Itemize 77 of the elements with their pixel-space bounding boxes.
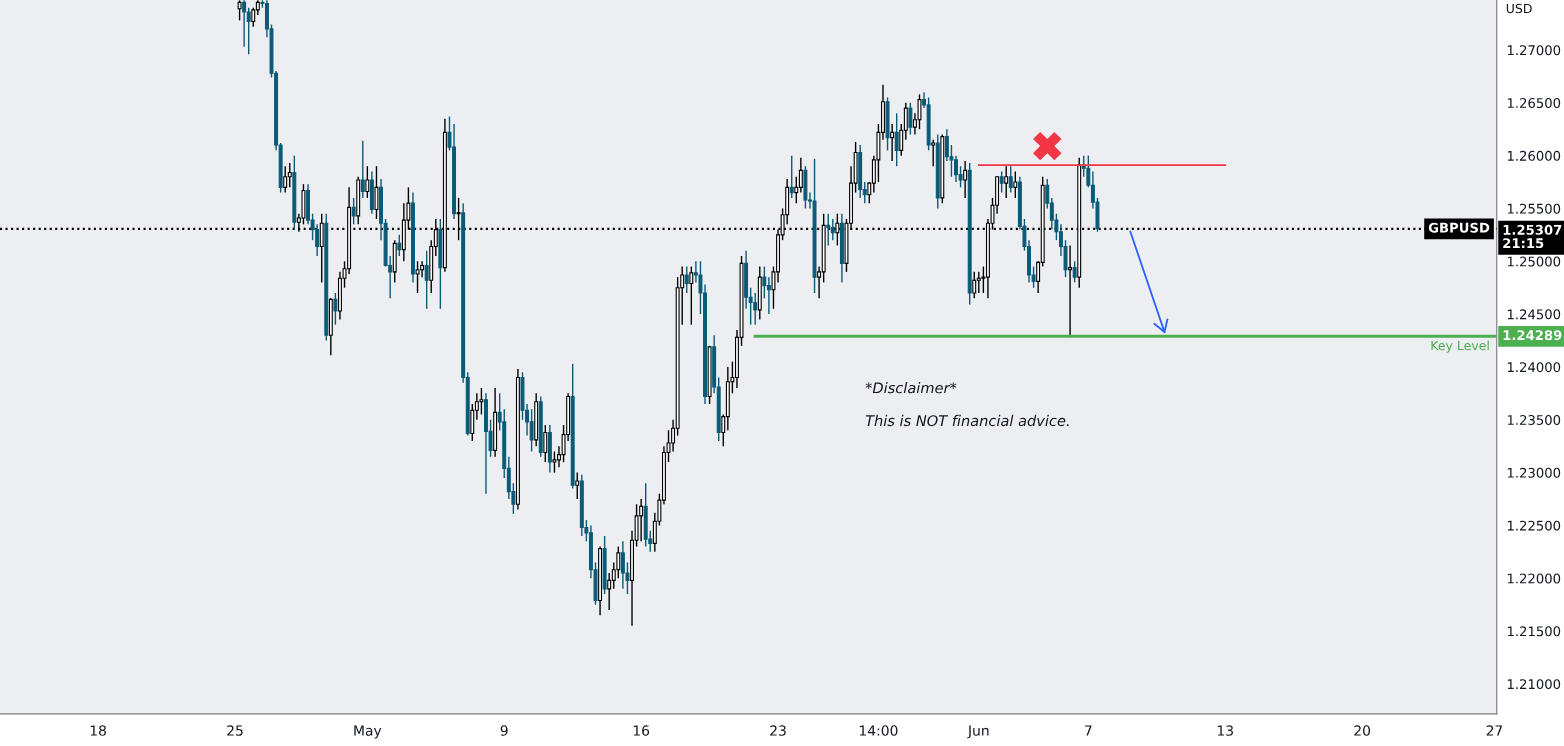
x-tick-label: 20 [1354, 725, 1371, 736]
candlestick [575, 471, 580, 500]
text: 21:15 [1503, 238, 1544, 249]
candlestick [798, 157, 803, 194]
candlestick [931, 139, 936, 167]
candlestick [237, 0, 242, 22]
candlestick [639, 498, 644, 542]
candlestick [1008, 165, 1013, 194]
candlestick [470, 403, 475, 442]
candlestick [908, 102, 913, 136]
candlestick [762, 265, 767, 299]
y-tick-label: 1.26500 [1507, 98, 1561, 108]
candlestick [315, 223, 320, 257]
candlestick [479, 387, 484, 416]
candlestick [826, 213, 831, 247]
x-tick-label: 16 [633, 725, 650, 736]
candlestick [424, 250, 429, 310]
candlestick [689, 265, 694, 326]
candlestick [789, 154, 794, 199]
text: 1.24289 [1503, 330, 1562, 341]
y-tick-label: 1.27000 [1507, 45, 1561, 56]
text: 1.25307 [1503, 224, 1562, 235]
candlestick [365, 165, 370, 199]
candlestick [607, 572, 612, 611]
y-tick-label: 1.26000 [1507, 150, 1561, 161]
candlestick [890, 123, 895, 162]
x-tick-label: 27 [1486, 725, 1503, 736]
candlestick [830, 218, 835, 241]
x-tick-label: 23 [770, 725, 786, 736]
y-axis-title: USD [1506, 3, 1532, 14]
annotation: *Disclaimer* [865, 382, 957, 394]
x-tick-label: 18 [90, 725, 106, 736]
candlestick [976, 271, 981, 294]
candlestick [552, 450, 557, 474]
y-tick-label: 1.23500 [1507, 414, 1561, 425]
candlestick [753, 292, 758, 326]
annotation: This is NOT financial advice. [865, 414, 1069, 427]
candlestick [1072, 260, 1077, 284]
y-tick-label: 1.25500 [1507, 203, 1561, 214]
x-tick-label: 14:00 [859, 725, 898, 736]
candlestick [351, 197, 356, 226]
candlestick [374, 165, 379, 220]
candlestick [287, 162, 292, 189]
candlestick [543, 424, 548, 463]
series-label: Key Level [1431, 340, 1489, 353]
y-tick-label: 1.23000 [1507, 467, 1561, 478]
candlestick [360, 140, 365, 199]
candlestick [766, 276, 771, 315]
candlestick [684, 265, 689, 294]
candlestick [415, 260, 420, 294]
x-tick-label: 7 [1085, 725, 1092, 736]
x-tick-label: 25 [227, 725, 243, 736]
candlestick [999, 170, 1004, 194]
candlestick [319, 213, 324, 284]
y-tick-label: 1.22000 [1507, 573, 1561, 584]
x-tick-label: 13 [1217, 725, 1233, 736]
candlestick [963, 160, 968, 199]
x-tick-label: 9 [500, 725, 508, 736]
ref-line-label: GBPUSD [1428, 222, 1490, 233]
x-tick-label: May [354, 725, 382, 739]
y-tick-label: 1.24500 [1507, 309, 1561, 320]
y-tick-label: 1.25000 [1507, 256, 1561, 267]
y-tick-label: 1.24000 [1507, 362, 1561, 373]
candlestick [529, 408, 534, 453]
candlestick [616, 545, 621, 579]
y-tick-label: 1.21500 [1507, 626, 1561, 637]
candlestick [242, 0, 247, 48]
x-tick-label: Jun [967, 725, 989, 739]
candlestick [894, 112, 899, 167]
y-tick-label: 1.22500 [1507, 520, 1561, 531]
candlestick [397, 234, 402, 257]
candlestick [972, 271, 977, 299]
candlestick [333, 292, 338, 326]
candlestick [1004, 165, 1009, 199]
y-tick-label: 1.21000 [1507, 679, 1561, 690]
candlestick [283, 165, 288, 194]
candlestick [1013, 170, 1018, 199]
